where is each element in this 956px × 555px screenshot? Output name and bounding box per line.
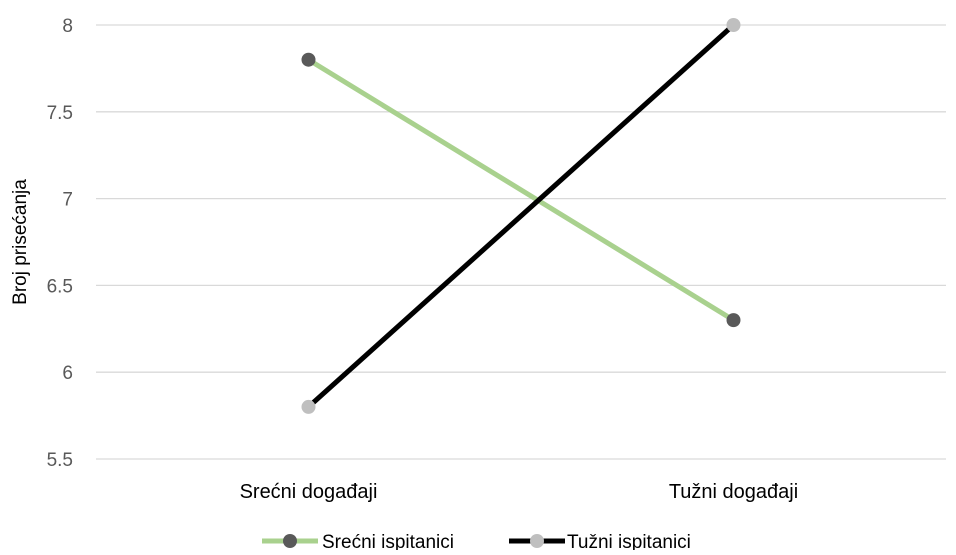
legend: Srećni ispitanici Tužni ispitanici bbox=[262, 532, 691, 553]
legend-marker-swatch bbox=[530, 534, 544, 548]
legend-entry: Srećni ispitanici bbox=[262, 532, 454, 553]
y-tick-label: 8 bbox=[62, 16, 73, 37]
legend-entry: Tužni ispitanici bbox=[509, 532, 691, 553]
y-axis-label: Broj prisećanja bbox=[10, 179, 31, 305]
y-tick-label: 7 bbox=[62, 190, 73, 211]
legend-label: Tužni ispitanici bbox=[567, 532, 691, 550]
x-axis-tick-labels: Srećni događaji Tužni događaji bbox=[240, 481, 799, 503]
series-group bbox=[301, 18, 741, 414]
x-tick-label: Tužni događaji bbox=[669, 481, 798, 503]
x-tick-label: Srećni događaji bbox=[240, 481, 378, 503]
data-point bbox=[301, 399, 316, 414]
y-tick-label: 6.5 bbox=[47, 276, 73, 297]
data-point bbox=[726, 18, 741, 32]
gridlines bbox=[96, 24, 946, 460]
y-tick-label: 7.5 bbox=[47, 103, 73, 124]
legend-label: Srećni ispitanici bbox=[322, 532, 454, 550]
y-axis-tick-labels: 5.5 6 6.5 7 7.5 8 bbox=[47, 16, 73, 471]
series-line bbox=[306, 22, 736, 410]
data-point bbox=[726, 313, 741, 328]
legend-marker-swatch bbox=[283, 534, 297, 548]
y-tick-label: 6 bbox=[62, 363, 73, 384]
y-tick-label: 5.5 bbox=[47, 450, 73, 471]
series-line bbox=[306, 57, 736, 323]
data-point bbox=[301, 52, 316, 67]
